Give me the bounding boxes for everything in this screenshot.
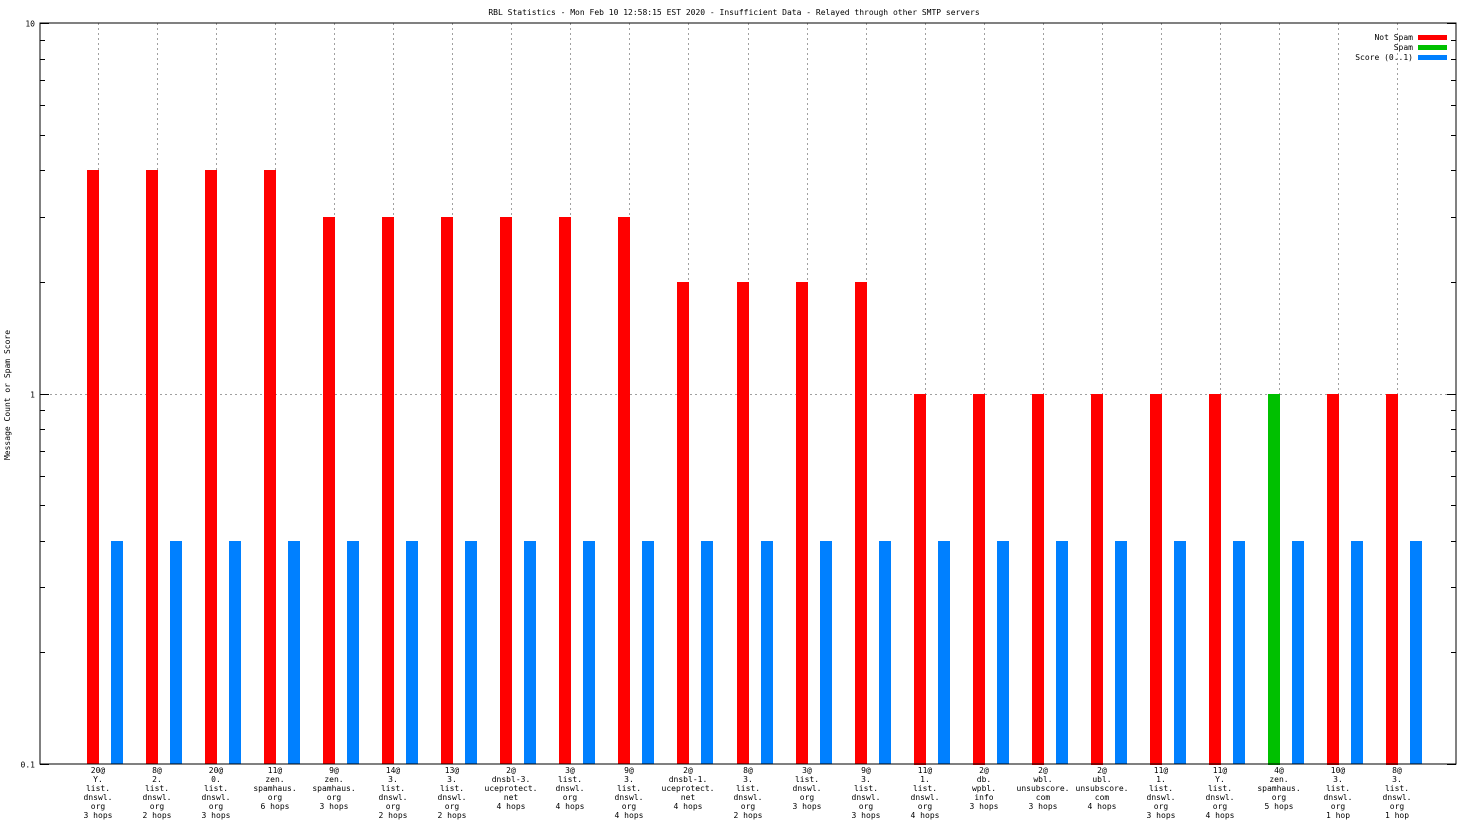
bar-score xyxy=(1174,541,1186,764)
bar-not-spam xyxy=(559,217,571,764)
x-tick-label: 11@ 1. list. dnswl. org 4 hops xyxy=(911,766,940,820)
bar-not-spam xyxy=(618,217,630,764)
y-tick-label: 10 xyxy=(25,20,35,29)
x-tick-label: 11@ 1. list. dnswl. org 3 hops xyxy=(1147,766,1176,820)
bar-not-spam xyxy=(914,394,926,765)
legend-label: Score (0..1) xyxy=(1355,53,1413,62)
bar-not-spam xyxy=(441,217,453,764)
x-tick-label: 9@ 3. list. dnswl. org 3 hops xyxy=(852,766,881,820)
bar-score xyxy=(1056,541,1068,764)
bar-spam xyxy=(1268,394,1280,765)
x-tick-label: 2@ dnsbl-3. uceprotect. net 4 hops xyxy=(485,766,538,811)
y-tick-label: 1 xyxy=(30,391,35,400)
bar-not-spam xyxy=(796,282,808,764)
bar-not-spam xyxy=(677,282,689,764)
x-tick-label: 20@ 0. list. dnswl. org 3 hops xyxy=(202,766,231,820)
bar-not-spam xyxy=(737,282,749,764)
bar-not-spam xyxy=(1032,394,1044,765)
bar-score xyxy=(406,541,418,764)
plot-frame xyxy=(39,22,1457,765)
x-tick-label: 9@ 3. list. dnswl. org 4 hops xyxy=(615,766,644,820)
bar-not-spam xyxy=(1386,394,1398,765)
bar-not-spam xyxy=(1209,394,1221,765)
x-tick-label: 11@ Y. list. dnswl. org 4 hops xyxy=(1206,766,1235,820)
x-tick-label: 9@ zen. spamhaus. org 3 hops xyxy=(312,766,355,811)
bar-not-spam xyxy=(264,170,276,764)
bar-score xyxy=(583,541,595,764)
x-tick-label: 20@ Y. list. dnswl. org 3 hops xyxy=(84,766,113,820)
x-tick-label: 13@ 3. list. dnswl. org 2 hops xyxy=(438,766,467,820)
x-tick-label: 8@ 2. list. dnswl. org 2 hops xyxy=(143,766,172,820)
bar-score xyxy=(1115,541,1127,764)
axes: 0.1 1 10 20@ Y. list. dnswl. org 3 hops 8@ 2. list.… xyxy=(21,20,1456,820)
bar-score xyxy=(524,541,536,764)
bar-not-spam xyxy=(500,217,512,764)
x-tick-label: 2@ db. wpbl. info 3 hops xyxy=(970,766,999,811)
bar-score xyxy=(642,541,654,764)
x-tick-label: 2@ wbl. unsubscore. com 3 hops xyxy=(1017,766,1070,811)
chart-title: RBL Statistics - Mon Feb 10 12:58:15 EST… xyxy=(488,8,979,17)
bar-score xyxy=(111,541,123,764)
x-tick-label: 2@ dnsbl-1. uceprotect. net 4 hops xyxy=(662,766,715,811)
y-tick-label: 0.1 xyxy=(21,761,36,770)
bar-score xyxy=(229,541,241,764)
legend-swatch xyxy=(1418,55,1447,60)
legend-swatch xyxy=(1418,35,1447,40)
x-tick-label: 14@ 3. list. dnswl. org 2 hops xyxy=(379,766,408,820)
bar-not-spam xyxy=(146,170,158,764)
bar-not-spam xyxy=(1091,394,1103,765)
bar-score xyxy=(820,541,832,764)
legend-swatch xyxy=(1418,45,1447,50)
x-tick-label: 10@ 3. list. dnswl. org 1 hop xyxy=(1324,766,1353,820)
bar-score xyxy=(465,541,477,764)
bar-score xyxy=(347,541,359,764)
x-tick-label: 3@ list. dnswl. org 3 hops xyxy=(793,766,822,811)
x-tick-label: 4@ zen. spamhaus. org 5 hops xyxy=(1257,766,1300,811)
y-axis-label: Message Count or Spam Score xyxy=(3,330,12,460)
bar-score xyxy=(1410,541,1422,764)
bar-not-spam xyxy=(973,394,985,765)
bar-not-spam xyxy=(1150,394,1162,765)
bar-score xyxy=(1233,541,1245,764)
bar-score xyxy=(938,541,950,764)
bar-score xyxy=(1292,541,1304,764)
x-tick-label: 3@ list. dnswl. org 4 hops xyxy=(556,766,585,811)
bar-score xyxy=(997,541,1009,764)
bar-score xyxy=(761,541,773,764)
bar-not-spam xyxy=(205,170,217,764)
bar-not-spam xyxy=(323,217,335,764)
bar-score xyxy=(701,541,713,764)
bar-score xyxy=(1351,541,1363,764)
bar-not-spam xyxy=(382,217,394,764)
bar-score xyxy=(288,541,300,764)
legend-label: Not Spam xyxy=(1374,33,1413,42)
bar-not-spam xyxy=(1327,394,1339,765)
x-tick-label: 8@ 3. list. dnswl. org 1 hop xyxy=(1383,766,1412,820)
bar-not-spam xyxy=(855,282,867,764)
legend-label: Spam xyxy=(1394,43,1413,52)
bar-not-spam xyxy=(87,170,99,764)
x-tick-label: 11@ zen. spamhaus. org 6 hops xyxy=(253,766,296,811)
x-tick-label: 8@ 3. list. dnswl. org 2 hops xyxy=(734,766,763,820)
bars xyxy=(87,170,1422,765)
x-tick-label: 2@ ubl. unsubscore. com 4 hops xyxy=(1076,766,1129,811)
bar-score xyxy=(879,541,891,764)
bar-score xyxy=(170,541,182,764)
